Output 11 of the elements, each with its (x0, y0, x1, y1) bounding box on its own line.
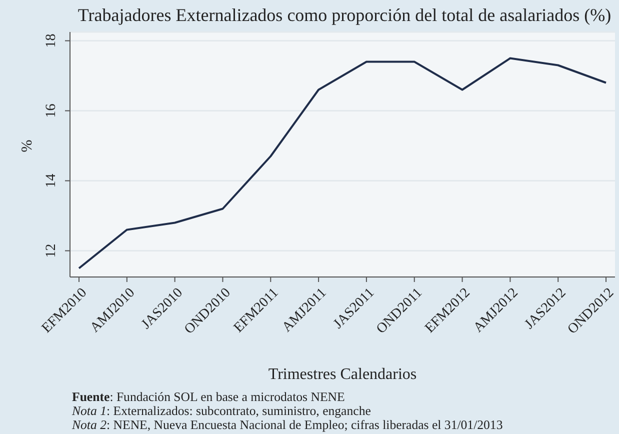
y-tick-label: 16 (44, 104, 59, 118)
text: Nota 2: NENE, Nueva Encuesta Nacional de Empleo; cifras liberadas el 31/01/2013 (72, 418, 503, 432)
text: Nota 1: Externalizados: subcontrato, suministro, enganche (72, 404, 371, 418)
line-series (78, 57, 607, 270)
source-note: Fuente: Fundación SOL en base a microdatos NENE (72, 390, 345, 404)
y-tick-label: 18 (44, 34, 59, 48)
x-axis-title: Trimestres Calendarios (267, 365, 418, 385)
y-tick-label: 12 (44, 244, 59, 258)
chart-title: Trabajadores Externalizados como proporción del total de asalariados (%) (76, 4, 612, 26)
y-tick-label: 14 (44, 174, 59, 188)
y-axis-title: % (20, 140, 36, 152)
